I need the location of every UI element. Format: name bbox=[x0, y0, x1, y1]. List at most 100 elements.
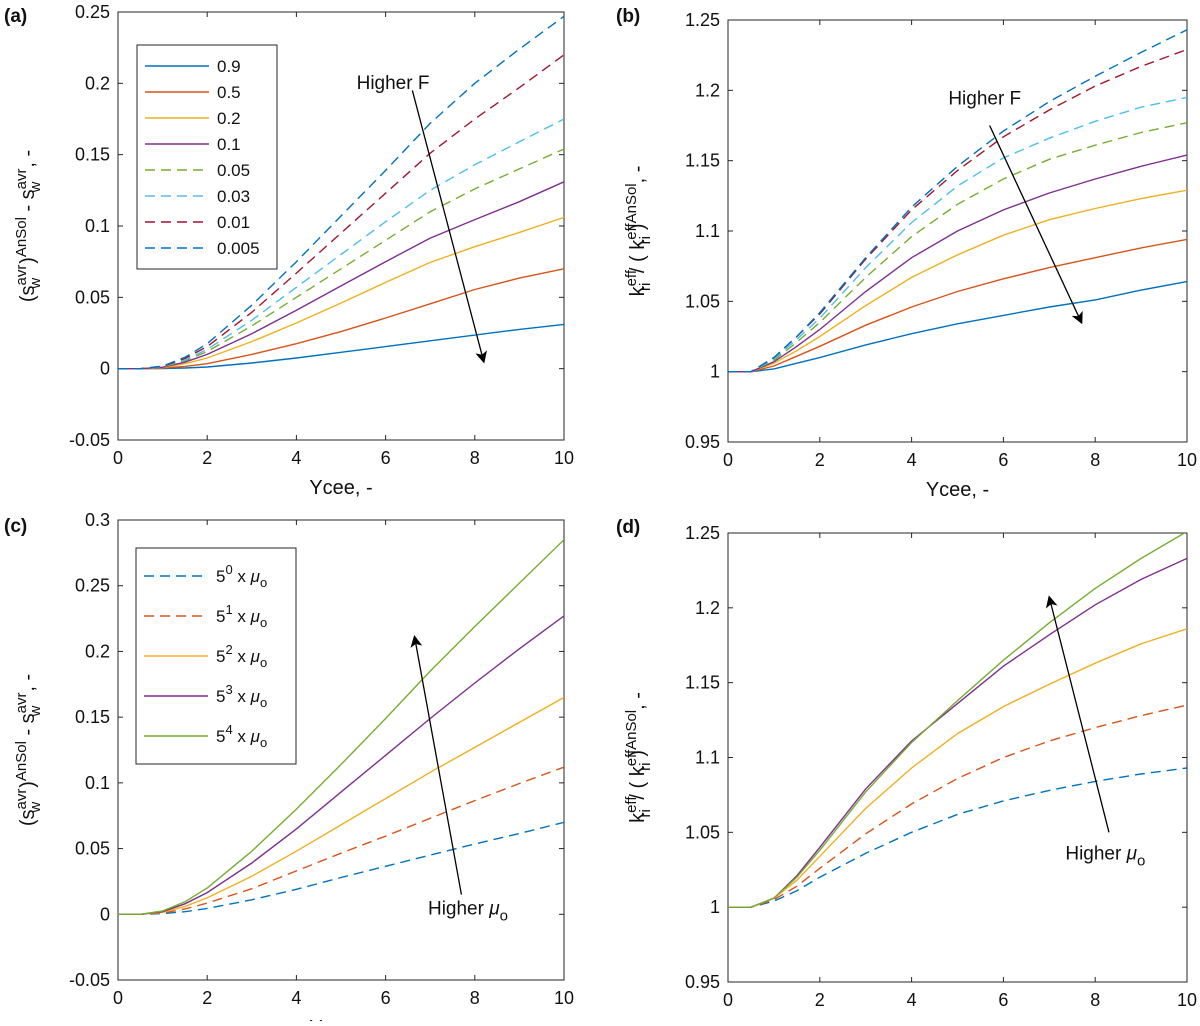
x-tick-label: 0 bbox=[113, 988, 123, 1008]
y-axis-label: (savrw)AnSol - savrw, - bbox=[13, 150, 44, 302]
legend-entry: 0.5 bbox=[217, 83, 241, 102]
panel-label: (c) bbox=[4, 516, 27, 537]
series-line-d-1 bbox=[728, 704, 1187, 908]
legend-box bbox=[136, 44, 278, 270]
y-tick-label: -0.05 bbox=[69, 970, 110, 990]
legend: 50 x μo 51 x μo 52 x μo 53 x μo 54 x μo bbox=[135, 547, 297, 765]
x-tick-label: 2 bbox=[202, 448, 212, 468]
legend-entry: 0.03 bbox=[217, 187, 250, 206]
legend-entry: 0.005 bbox=[217, 239, 260, 258]
annotation-text: Higher F bbox=[948, 88, 1021, 109]
y-tick-label: 0.95 bbox=[685, 432, 720, 452]
y-tick-label: 0 bbox=[100, 359, 110, 379]
series-line-b-5 bbox=[728, 96, 1187, 373]
series-line-d-2 bbox=[728, 628, 1187, 908]
x-tick-label: 2 bbox=[202, 988, 212, 1008]
y-tick-label: 1.2 bbox=[695, 80, 720, 100]
x-tick-label: 6 bbox=[998, 450, 1008, 470]
panel-label: (a) bbox=[4, 6, 27, 27]
y-tick-label: 0.95 bbox=[685, 972, 720, 992]
chart-panel-c: 0246810-0.0500.050.10.150.20.250.3Ycee, … bbox=[4, 510, 574, 1026]
series-line-a-3 bbox=[118, 181, 564, 370]
y-tick-label: 0.1 bbox=[85, 773, 110, 793]
y-tick-label: 0.3 bbox=[85, 510, 110, 530]
x-tick-label: 8 bbox=[470, 448, 480, 468]
x-tick-label: 8 bbox=[470, 988, 480, 1008]
x-tick-label: 10 bbox=[1177, 450, 1197, 470]
x-tick-label: 6 bbox=[381, 448, 391, 468]
legend-entry: 51 x μo bbox=[216, 602, 267, 630]
y-tick-label: 0 bbox=[100, 904, 110, 924]
annotation-arrow bbox=[410, 635, 463, 895]
y-tick-label: 1.1 bbox=[695, 748, 720, 768]
x-tick-label: 0 bbox=[723, 450, 733, 470]
series-line-b-0 bbox=[728, 280, 1187, 373]
series-line-a-7 bbox=[118, 15, 564, 370]
legend-entry: 0.01 bbox=[217, 213, 250, 232]
y-tick-label: 1.25 bbox=[685, 523, 720, 543]
x-tick-label: 2 bbox=[815, 990, 825, 1010]
y-tick-label: 0.1 bbox=[85, 216, 110, 236]
y-tick-label: 1 bbox=[710, 362, 720, 382]
series-line-a-6 bbox=[118, 54, 564, 370]
annotation-arrow bbox=[989, 125, 1083, 325]
series-line-a-4 bbox=[118, 148, 564, 370]
series-line-c-0 bbox=[118, 821, 564, 915]
series-line-a-5 bbox=[118, 118, 564, 370]
annotation-text: Higher F bbox=[357, 73, 430, 94]
plot-area-frame bbox=[117, 519, 565, 981]
y-axis-label: (savrw)AnSol - savrw, - bbox=[13, 674, 44, 826]
series-line-c-4 bbox=[118, 539, 564, 915]
y-tick-label: 1.05 bbox=[685, 291, 720, 311]
y-tick-label: 0.2 bbox=[85, 73, 110, 93]
annotation-text: Higher μo bbox=[428, 898, 508, 924]
x-tick-label: 6 bbox=[381, 988, 391, 1008]
annotation-arrow bbox=[1045, 595, 1110, 833]
y-tick-label: 0.15 bbox=[75, 707, 110, 727]
x-tick-label: 10 bbox=[1177, 990, 1197, 1010]
y-axis-label: keffri / ( keffri)AnSol, - bbox=[623, 692, 654, 823]
x-tick-label: 6 bbox=[998, 990, 1008, 1010]
y-tick-label: 0.25 bbox=[75, 2, 110, 22]
y-tick-label: 1.2 bbox=[695, 598, 720, 618]
x-tick-label: 0 bbox=[723, 990, 733, 1010]
x-tick-label: 4 bbox=[291, 988, 301, 1008]
y-tick-label: 1.15 bbox=[685, 673, 720, 693]
x-tick-label: 8 bbox=[1090, 450, 1100, 470]
y-tick-label: 0.25 bbox=[75, 576, 110, 596]
series-line-b-7 bbox=[728, 29, 1187, 373]
y-tick-label: 1.15 bbox=[685, 151, 720, 171]
legend-entry: 53 x μo bbox=[216, 682, 267, 710]
x-tick-label: 4 bbox=[291, 448, 301, 468]
series-line-b-1 bbox=[728, 238, 1187, 373]
chart-panel-b: 0 2 4 6 8 10 0.95 1 1.05 1.1 1.15 1.2 1.25 Ycee, - kef… bbox=[616, 6, 1197, 501]
y-tick-label: 0.2 bbox=[85, 641, 110, 661]
annotation-text: Higher μo bbox=[1065, 843, 1145, 869]
x-tick-label: 0 bbox=[113, 448, 123, 468]
annotation-arrow bbox=[411, 90, 487, 364]
legend: 0.9 0.5 0.2 0.1 0.05 0.03 0.01 0.005 bbox=[136, 44, 278, 270]
series-line-b-2 bbox=[728, 189, 1187, 373]
y-tick-label: 1.1 bbox=[695, 221, 720, 241]
legend-entry: 0.9 bbox=[217, 57, 241, 76]
x-axis-label: Ycee, - bbox=[926, 479, 989, 501]
panel-label: (d) bbox=[616, 517, 640, 538]
y-tick-label: 1.25 bbox=[685, 10, 720, 30]
legend-entry: 0.05 bbox=[217, 161, 250, 180]
x-tick-label: 10 bbox=[554, 988, 574, 1008]
y-tick-label: 0.15 bbox=[75, 145, 110, 165]
series-line-b-3 bbox=[728, 154, 1187, 373]
legend-entry: 52 x μo bbox=[216, 642, 267, 670]
y-tick-label: 0.05 bbox=[75, 839, 110, 859]
x-tick-label: 4 bbox=[907, 450, 917, 470]
x-tick-label: 2 bbox=[815, 450, 825, 470]
legend-entry: 54 x μo bbox=[216, 722, 267, 750]
series-line-d-0 bbox=[728, 767, 1187, 908]
series-line-c-1 bbox=[118, 766, 564, 915]
series-line-d-4 bbox=[728, 533, 1186, 908]
y-tick-label: 0.05 bbox=[75, 287, 110, 307]
panel-label: (b) bbox=[616, 6, 640, 27]
